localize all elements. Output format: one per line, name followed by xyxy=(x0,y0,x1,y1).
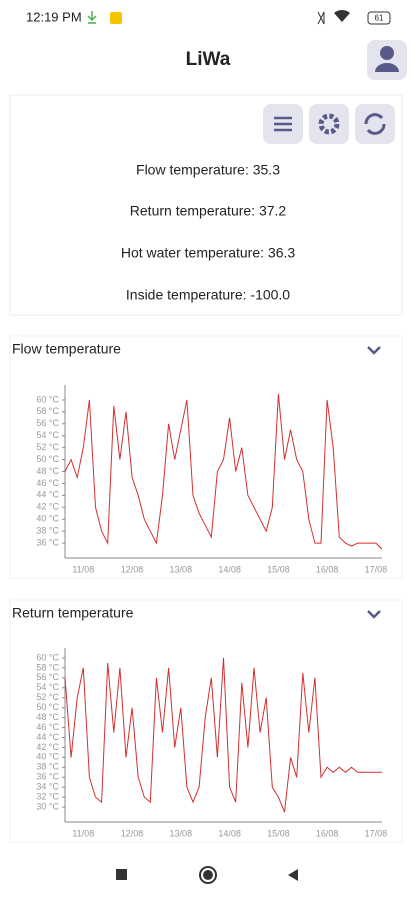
y-tick-label: 58 °C xyxy=(36,662,59,672)
reading: Hot water temperature: 36.3 xyxy=(121,245,296,261)
x-tick-label: 12/08 xyxy=(121,564,144,574)
chart-title: Flow temperature xyxy=(12,341,121,357)
chart-card xyxy=(9,599,403,843)
y-tick-label: 38 °C xyxy=(36,526,59,536)
y-tick-label: 56 °C xyxy=(36,418,59,428)
y-tick-label: 50 °C xyxy=(36,454,59,464)
chart-title: Return temperature xyxy=(12,605,134,621)
refresh-button[interactable] xyxy=(355,104,395,144)
y-tick-label: 42 °C xyxy=(36,742,59,752)
y-tick-label: 54 °C xyxy=(36,430,59,440)
reading: Flow temperature: 35.3 xyxy=(136,162,280,178)
reading: Inside temperature: -100.0 xyxy=(126,287,290,303)
battery xyxy=(367,11,391,25)
x-tick-label: 16/08 xyxy=(316,828,339,838)
x-tick-label: 14/08 xyxy=(218,564,241,574)
home-button[interactable] xyxy=(199,866,217,884)
chart-card xyxy=(9,335,403,579)
y-tick-label: 54 °C xyxy=(36,682,59,692)
signal-icon xyxy=(317,11,325,25)
y-tick-label: 44 °C xyxy=(36,490,59,500)
y-tick-label: 60 °C xyxy=(36,394,59,404)
app-title: LiWa xyxy=(186,49,231,70)
y-tick-label: 48 °C xyxy=(36,712,59,722)
y-tick-label: 30 °C xyxy=(36,801,59,811)
status-icon xyxy=(110,12,122,24)
expand-icon xyxy=(367,346,381,355)
x-tick-label: 15/08 xyxy=(267,828,290,838)
x-tick-label: 17/08 xyxy=(365,564,388,574)
y-tick-label: 36 °C xyxy=(36,772,59,782)
x-tick-label: 14/08 xyxy=(218,828,241,838)
y-tick-label: 52 °C xyxy=(36,442,59,452)
back-button[interactable] xyxy=(288,869,298,881)
y-tick-label: 32 °C xyxy=(36,792,59,802)
x-tick-label: 15/08 xyxy=(267,564,290,574)
download-icon xyxy=(87,11,97,24)
status-time: 12:19 PM xyxy=(26,9,82,24)
x-tick-label: 13/08 xyxy=(170,564,193,574)
menu-icon xyxy=(274,116,292,132)
y-tick-label: 38 °C xyxy=(36,762,59,772)
y-tick-label: 46 °C xyxy=(36,478,59,488)
profile-icon-body xyxy=(375,63,399,72)
y-tick-label: 48 °C xyxy=(36,466,59,476)
line xyxy=(64,657,382,813)
y-tick-label: 42 °C xyxy=(36,502,59,512)
x-tick-label: 13/08 xyxy=(170,828,193,838)
recent-button[interactable] xyxy=(116,869,127,880)
y-tick-label: 52 °C xyxy=(36,692,59,702)
y-tick-label: 46 °C xyxy=(36,722,59,732)
x-tick-label: 17/08 xyxy=(365,828,388,838)
x-tick-label: 12/08 xyxy=(121,828,144,838)
line xyxy=(64,393,383,550)
home-dot xyxy=(203,870,213,880)
settings-button[interactable] xyxy=(309,104,349,144)
y-tick-label: 60 °C xyxy=(36,652,59,662)
reading: Return temperature: 37.2 xyxy=(130,203,287,219)
y-tick-label: 44 °C xyxy=(36,732,59,742)
y-tick-label: 58 °C xyxy=(36,406,59,416)
expand-icon xyxy=(367,610,381,619)
profile-icon xyxy=(380,46,394,60)
x-tick-label: 11/08 xyxy=(72,828,94,838)
y-tick-label: 40 °C xyxy=(36,514,59,524)
y-tick-label: 40 °C xyxy=(36,752,59,762)
wifi-icon xyxy=(334,9,350,22)
y-tick-label: 36 °C xyxy=(36,537,59,547)
y-tick-label: 34 °C xyxy=(36,782,59,792)
x-tick-label: 11/08 xyxy=(72,564,94,574)
battery-level: 61 xyxy=(375,14,384,23)
settings-icon xyxy=(318,113,340,135)
x-tick-label: 16/08 xyxy=(316,564,339,574)
y-tick-label: 56 °C xyxy=(36,672,59,682)
refresh-icon xyxy=(364,113,386,135)
y-tick-label: 50 °C xyxy=(36,702,59,712)
